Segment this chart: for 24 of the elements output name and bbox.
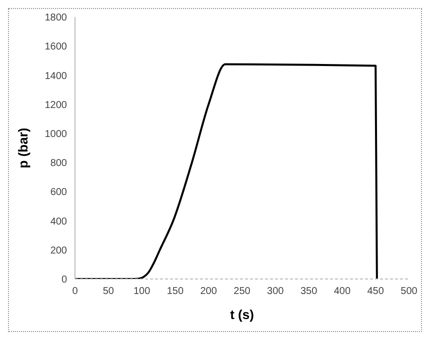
- y-tick-label: 200: [50, 245, 68, 256]
- y-tick-label: 1000: [44, 128, 68, 140]
- x-tick-label: 450: [367, 286, 384, 298]
- y-tick-label: 600: [50, 187, 68, 198]
- x-tick-label: 350: [300, 286, 318, 298]
- y-tick-label: 400: [50, 216, 68, 228]
- x-tick-label: 150: [166, 286, 184, 298]
- x-tick-label: 0: [72, 286, 78, 298]
- x-tick-label: 50: [102, 286, 114, 298]
- x-tick-label: 400: [334, 286, 351, 298]
- x-tick-label: 200: [200, 286, 218, 298]
- line-series: [75, 63, 378, 279]
- x-tick-label: 300: [267, 286, 284, 298]
- x-tick-label: 500: [400, 286, 418, 298]
- x-tick-label: 250: [234, 286, 251, 298]
- y-tick-label: 1600: [44, 42, 68, 53]
- y-axis-title: p (bar): [16, 128, 31, 168]
- x-tick-label: 100: [133, 286, 151, 298]
- y-tick-label: 1400: [44, 70, 68, 82]
- y-tick-label: 1200: [44, 100, 68, 111]
- y-tick-label: 1800: [44, 12, 68, 24]
- y-tick-label: 800: [50, 158, 68, 170]
- x-axis-title: t (s): [230, 307, 254, 322]
- y-tick-label: 0: [61, 274, 68, 286]
